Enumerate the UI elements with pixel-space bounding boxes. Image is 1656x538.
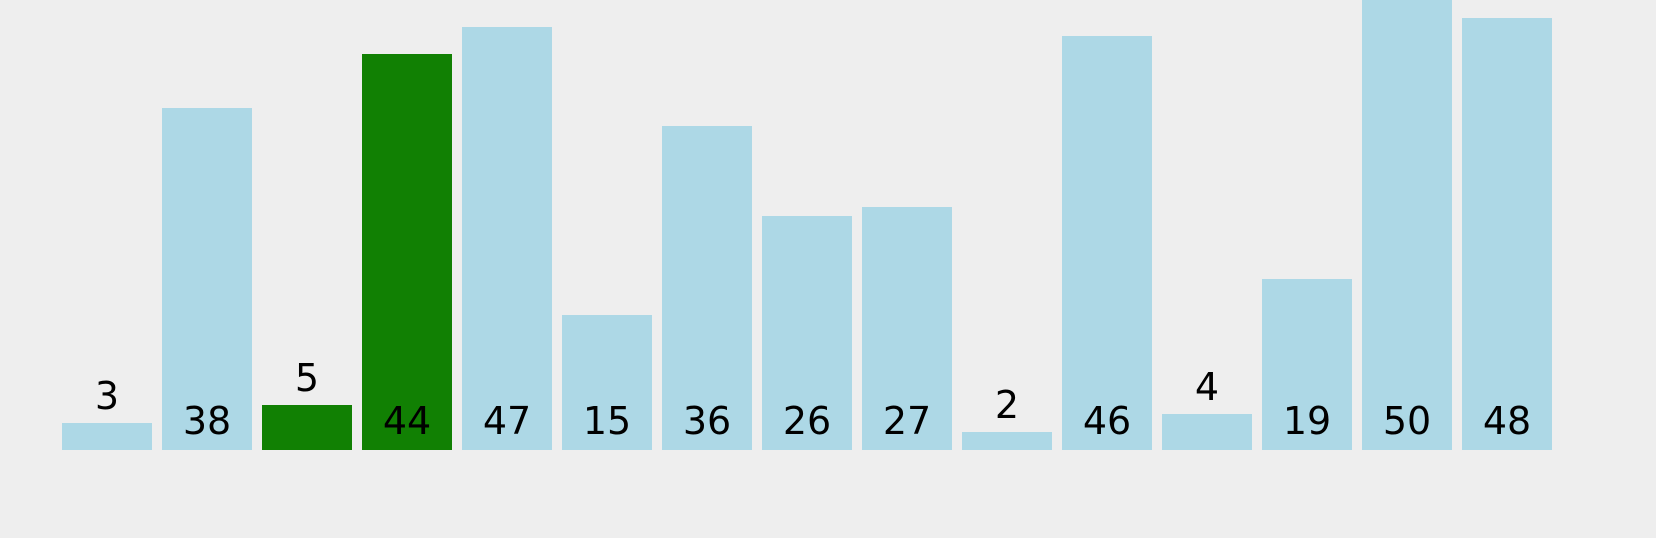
bar-value-label-3: 44 <box>383 399 431 443</box>
bar-5 <box>562 315 652 450</box>
bar-1 <box>162 108 252 450</box>
bar-value-label-4: 47 <box>483 399 531 443</box>
bar-value-label-5: 15 <box>583 399 631 443</box>
bar-value-label-6: 36 <box>683 399 731 443</box>
bar-0 <box>62 423 152 450</box>
bar-value-label-12: 19 <box>1283 399 1331 443</box>
bar-value-label-2: 5 <box>295 356 319 400</box>
bar-value-label-10: 46 <box>1083 399 1131 443</box>
bar-2 <box>262 405 352 450</box>
bar-value-label-0: 3 <box>95 374 119 418</box>
bar-10 <box>1062 36 1152 450</box>
bar-14 <box>1462 18 1552 450</box>
bar-3 <box>362 54 452 450</box>
bar-8 <box>862 207 952 450</box>
bar-12 <box>1262 279 1352 450</box>
bar-13 <box>1362 0 1452 450</box>
bar-6 <box>662 126 752 450</box>
bar-value-label-9: 2 <box>995 383 1019 427</box>
bar-value-label-11: 4 <box>1195 365 1219 409</box>
bar-value-label-7: 26 <box>783 399 831 443</box>
bar-4 <box>462 27 552 450</box>
bar-value-label-14: 48 <box>1483 399 1531 443</box>
bar-value-label-13: 50 <box>1383 399 1431 443</box>
bar-9 <box>962 432 1052 450</box>
bar-value-label-1: 38 <box>183 399 231 443</box>
bar-7 <box>762 216 852 450</box>
bar-value-label-8: 27 <box>883 399 931 443</box>
bar-11 <box>1162 414 1252 450</box>
